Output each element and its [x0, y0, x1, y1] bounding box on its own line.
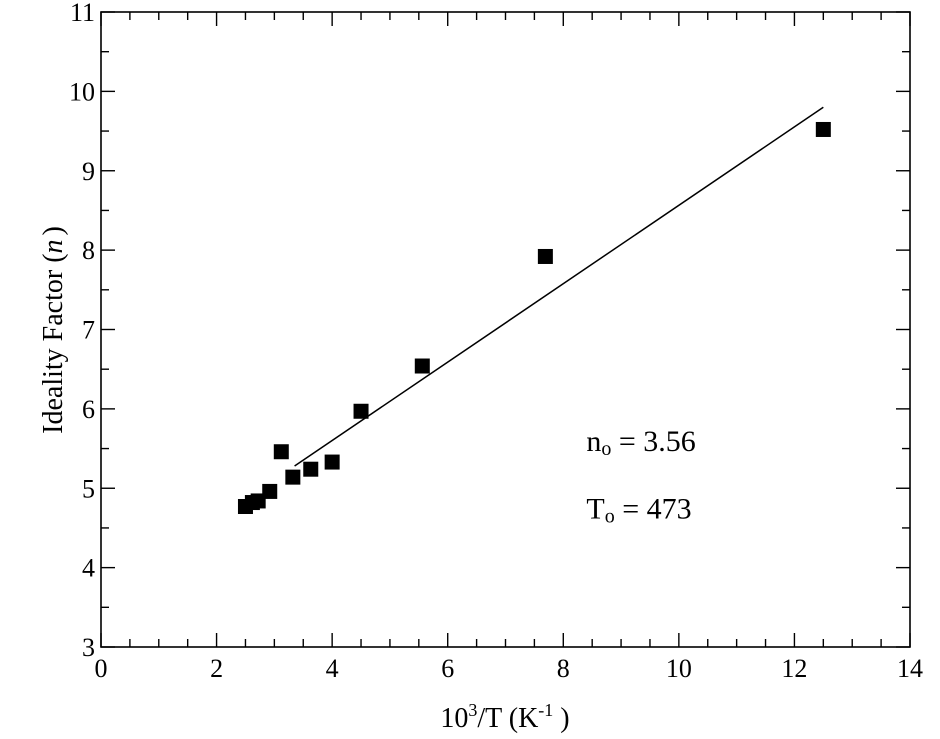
n-zero-subscript: o [601, 438, 611, 460]
x-tick-label: 10 [666, 654, 692, 683]
y-tick-labels: 3 4 5 6 7 8 9 10 11 [69, 0, 95, 662]
y-tick-label: 10 [69, 77, 95, 106]
y-tick-label: 3 [82, 633, 95, 662]
axes-frame [100, 11, 911, 648]
y-tick-label: 6 [82, 395, 95, 424]
y-axis-title-suffix: ) [38, 226, 69, 235]
n-zero-value: = 3.56 [611, 425, 695, 458]
y-axis-title-var: n [38, 239, 69, 253]
x-axis-title-unit-sup: -1 [538, 700, 553, 720]
data-point-marker [815, 121, 831, 137]
data-point-marker [273, 444, 289, 460]
t-zero-subscript: o [605, 505, 615, 527]
t-zero-value: = 473 [615, 492, 692, 525]
y-tick-label: 9 [82, 157, 95, 186]
n-zero-symbol: n [586, 425, 601, 458]
x-tick-labels: 0 2 4 6 8 10 12 14 [95, 654, 924, 683]
y-tick-label: 4 [82, 554, 95, 583]
t-zero-annotation: To = 473 [586, 492, 691, 527]
ticks [100, 11, 911, 648]
data-point-marker [303, 461, 319, 477]
fit-line [294, 106, 824, 467]
data-point-marker [414, 358, 430, 374]
x-tick-label: 6 [441, 654, 454, 683]
fit-line-group [294, 106, 824, 467]
y-tick-label: 8 [82, 236, 95, 265]
x-tick-label: 12 [781, 654, 807, 683]
x-axis-title-base-sup: 3 [468, 700, 477, 720]
y-tick-label: 11 [70, 0, 95, 27]
y-tick-label: 7 [82, 316, 95, 345]
x-axis-title: 103/T (K-1 ) [440, 700, 569, 734]
data-point-marker [285, 469, 301, 485]
data-point-marker [324, 454, 340, 470]
x-tick-label: 14 [897, 654, 923, 683]
y-axis-title-prefix: Ideality Factor ( [38, 253, 69, 433]
t-zero-symbol: T [586, 492, 604, 525]
x-tick-label: 2 [210, 654, 223, 683]
plot-border [100, 11, 911, 648]
x-tick-label: 8 [557, 654, 570, 683]
x-axis-title-base: 10 [440, 703, 468, 734]
data-point-marker [353, 403, 369, 419]
x-axis-title-mid: /T (K [477, 703, 538, 734]
y-tick-label: 5 [82, 474, 95, 503]
x-tick-label: 0 [95, 654, 108, 683]
n-zero-annotation: no = 3.56 [586, 425, 695, 460]
x-axis-title-end: ) [553, 703, 569, 734]
data-markers [237, 121, 831, 515]
x-tick-label: 4 [326, 654, 339, 683]
data-point-marker [537, 248, 553, 264]
data-point-marker [262, 483, 278, 499]
data-point-marker [250, 493, 266, 509]
y-axis-title: Ideality Factor (n) [38, 226, 69, 434]
